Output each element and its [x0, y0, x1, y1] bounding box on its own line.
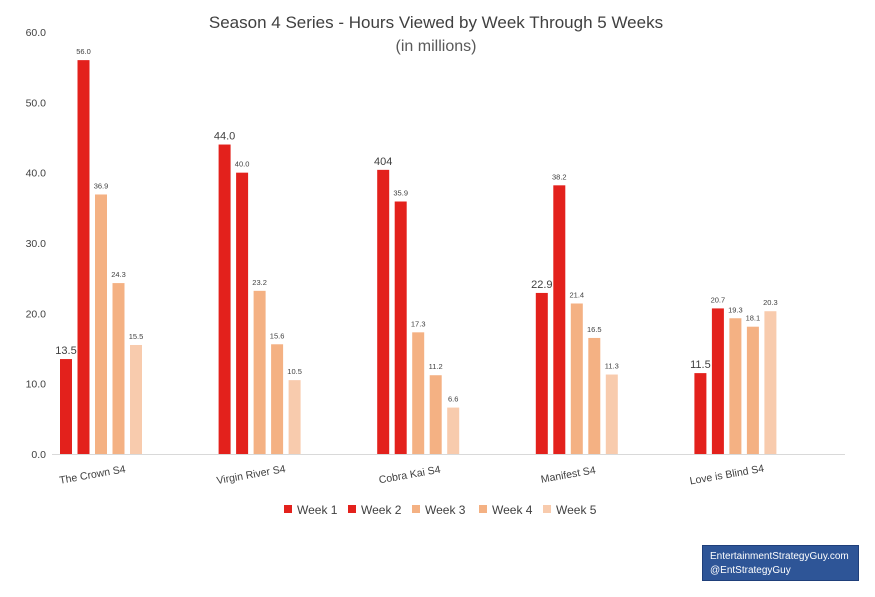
- data-label: 15.5: [129, 332, 144, 341]
- data-label: 10.5: [287, 367, 302, 376]
- y-tick-label: 0.0: [31, 449, 46, 461]
- data-label: 20.7: [711, 295, 726, 304]
- legend-label: Week 3: [425, 503, 466, 517]
- data-labels: 13.5 56.0 36.9 24.3 15.5 44.0 40.0 23.2 15.6 10.5…: [55, 47, 777, 403]
- watermark-box: EntertainmentStrategyGuy.com @EntStrateg…: [702, 545, 859, 581]
- data-label: 44.0: [214, 131, 235, 143]
- data-label: 404: [374, 156, 392, 168]
- data-label: 36.9: [94, 181, 109, 190]
- y-tick-label: 20.0: [26, 308, 47, 320]
- legend-swatch: [412, 505, 420, 513]
- bar-week-4: [112, 283, 125, 454]
- bar-week-3: [412, 332, 425, 454]
- data-label: 15.6: [270, 331, 285, 340]
- bar-week-5: [447, 407, 460, 454]
- data-label: 19.3: [728, 305, 743, 314]
- legend-swatch: [284, 505, 292, 513]
- legend-label: Week 4: [492, 503, 533, 517]
- data-label: 21.4: [569, 290, 584, 299]
- legend-label: Week 2: [361, 503, 402, 517]
- data-label: 11.3: [605, 362, 619, 371]
- data-label: 11.2: [429, 362, 443, 371]
- y-tick-label: 30.0: [26, 238, 47, 250]
- bar-week-5: [130, 344, 142, 454]
- data-label: 20.3: [763, 298, 778, 307]
- legend: Week 1 Week 2 Week 3 Week 4 Week 5: [284, 503, 597, 517]
- y-tick-label: 60.0: [26, 27, 47, 39]
- data-label: 11.5: [690, 359, 711, 371]
- bar-week-3: [570, 303, 583, 454]
- bar-week-4: [588, 337, 601, 454]
- x-category-label: Virgin River S4: [216, 463, 287, 487]
- data-label: 23.2: [252, 278, 267, 287]
- x-axis-categories: The Crown S4 Virgin River S4 Cobra Kai S4 M…: [58, 463, 765, 488]
- y-tick-label: 50.0: [26, 97, 47, 109]
- legend-swatch: [543, 505, 551, 513]
- data-label: 35.9: [393, 189, 408, 198]
- bar-week-2: [553, 185, 566, 454]
- watermark-website: EntertainmentStrategyGuy.com: [710, 551, 849, 562]
- legend-label: Week 1: [297, 503, 338, 517]
- data-label: 17.3: [411, 319, 426, 328]
- bar-week-2: [711, 308, 724, 454]
- bar-week-1: [218, 144, 231, 455]
- bar-week-3: [253, 290, 266, 454]
- x-category-label: Manifest S4: [540, 464, 597, 485]
- chart-title: Season 4 Series - Hours Viewed by Week T…: [209, 13, 663, 32]
- bar-week-5: [605, 374, 618, 454]
- data-label: 56.0: [76, 47, 91, 56]
- chart-subtitle: (in millions): [396, 38, 477, 55]
- bar-week-1: [694, 373, 707, 454]
- data-label: 18.1: [746, 314, 761, 323]
- bar-week-2: [394, 201, 407, 454]
- x-category-label: The Crown S4: [58, 463, 126, 486]
- bars: [60, 60, 777, 455]
- bar-week-4: [429, 375, 442, 454]
- data-label: 16.5: [587, 325, 602, 334]
- data-label: 40.0: [235, 160, 250, 169]
- legend-swatch: [348, 505, 356, 513]
- data-label: 24.3: [111, 270, 126, 279]
- bar-week-1: [60, 359, 72, 454]
- y-tick-label: 10.0: [26, 379, 47, 391]
- x-category-label: Love is Blind S4: [689, 463, 765, 488]
- y-axis: 0.0 10.0 20.0 30.0 40.0 50.0 60.0: [26, 27, 47, 461]
- data-label: 13.5: [55, 345, 76, 357]
- bar-week-2: [236, 172, 249, 454]
- bar-week-1: [377, 169, 390, 454]
- x-category-label: Cobra Kai S4: [378, 464, 442, 487]
- legend-label: Week 5: [556, 503, 597, 517]
- bar-week-4: [746, 326, 759, 454]
- bar-week-5: [288, 380, 301, 454]
- bar-week-3: [95, 194, 107, 454]
- bar-week-1: [535, 292, 548, 454]
- bar-week-4: [271, 344, 284, 454]
- legend-swatch: [479, 505, 487, 513]
- y-tick-label: 40.0: [26, 168, 47, 180]
- data-label: 6.6: [448, 395, 458, 404]
- bar-week-3: [729, 318, 742, 454]
- data-label: 22.9: [531, 279, 552, 291]
- watermark-handle: @EntStrategyGuy: [710, 564, 791, 576]
- bar-week-5: [764, 311, 777, 454]
- bar-week-2: [77, 60, 90, 455]
- data-label: 38.2: [552, 172, 567, 181]
